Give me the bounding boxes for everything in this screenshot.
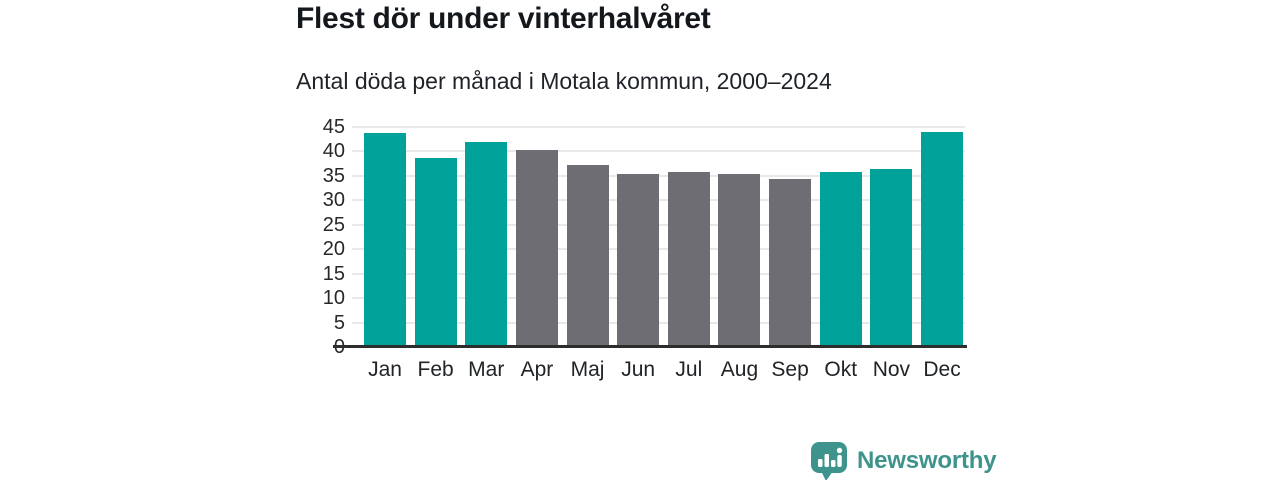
bar-dec <box>921 131 964 347</box>
x-tick-label-nov: Nov <box>872 358 911 381</box>
bar-jun <box>617 173 660 347</box>
newsworthy-logo-icon <box>811 442 847 480</box>
brand-footer: Newsworthy <box>810 441 997 480</box>
x-tick-label-mar: Mar <box>468 358 505 381</box>
x-tick-label-sep: Sep <box>771 358 809 381</box>
x-axis-baseline <box>333 345 967 348</box>
y-tick-label-20: 20 <box>322 238 345 261</box>
x-tick-label-okt: Okt <box>824 358 858 381</box>
bar-feb <box>414 157 457 347</box>
x-tick-label-dec: Dec <box>923 358 961 381</box>
y-tick-label-45: 45 <box>322 116 345 138</box>
chart-subtitle: Antal döda per månad i Motala kommun, 20… <box>296 68 832 94</box>
x-tick-label-maj: Maj <box>570 358 605 381</box>
y-tick-label-5: 5 <box>333 311 345 334</box>
x-tick-label-feb: Feb <box>417 358 454 381</box>
x-tick-label-jun: Jun <box>621 358 656 381</box>
bar-okt <box>819 172 862 347</box>
x-tick-label-jul: Jul <box>675 358 703 381</box>
y-tick-label-10: 10 <box>322 287 345 310</box>
x-tick-label-apr: Apr <box>520 358 554 381</box>
bar-maj <box>566 165 609 347</box>
plot-area <box>352 126 967 347</box>
brand-name: Newsworthy <box>857 447 997 474</box>
x-axis: Jan Feb Mar Apr Maj Jun Jul Aug Sep Okt Nov Dec <box>352 357 967 387</box>
bar-apr <box>515 150 558 347</box>
y-tick-label-25: 25 <box>322 213 345 236</box>
chart-title: Flest dör under vinterhalvåret <box>296 2 711 35</box>
bar-jul <box>667 171 710 347</box>
gridline-40 <box>352 150 965 153</box>
y-tick-label-30: 30 <box>322 189 345 212</box>
bar-aug <box>718 174 761 347</box>
y-tick-label-40: 40 <box>322 140 345 163</box>
y-tick-label-0: 0 <box>0 337 345 357</box>
y-tick-label-15: 15 <box>322 262 345 285</box>
bar-sep <box>769 178 812 347</box>
bar-mar <box>465 141 508 347</box>
bar-jan <box>364 132 406 347</box>
bar-nov <box>870 169 913 347</box>
y-tick-label-35: 35 <box>322 164 345 187</box>
gridline-45 <box>352 126 965 128</box>
x-tick-label-aug: Aug <box>720 358 759 381</box>
x-tick-label-jan: Jan <box>368 358 402 381</box>
